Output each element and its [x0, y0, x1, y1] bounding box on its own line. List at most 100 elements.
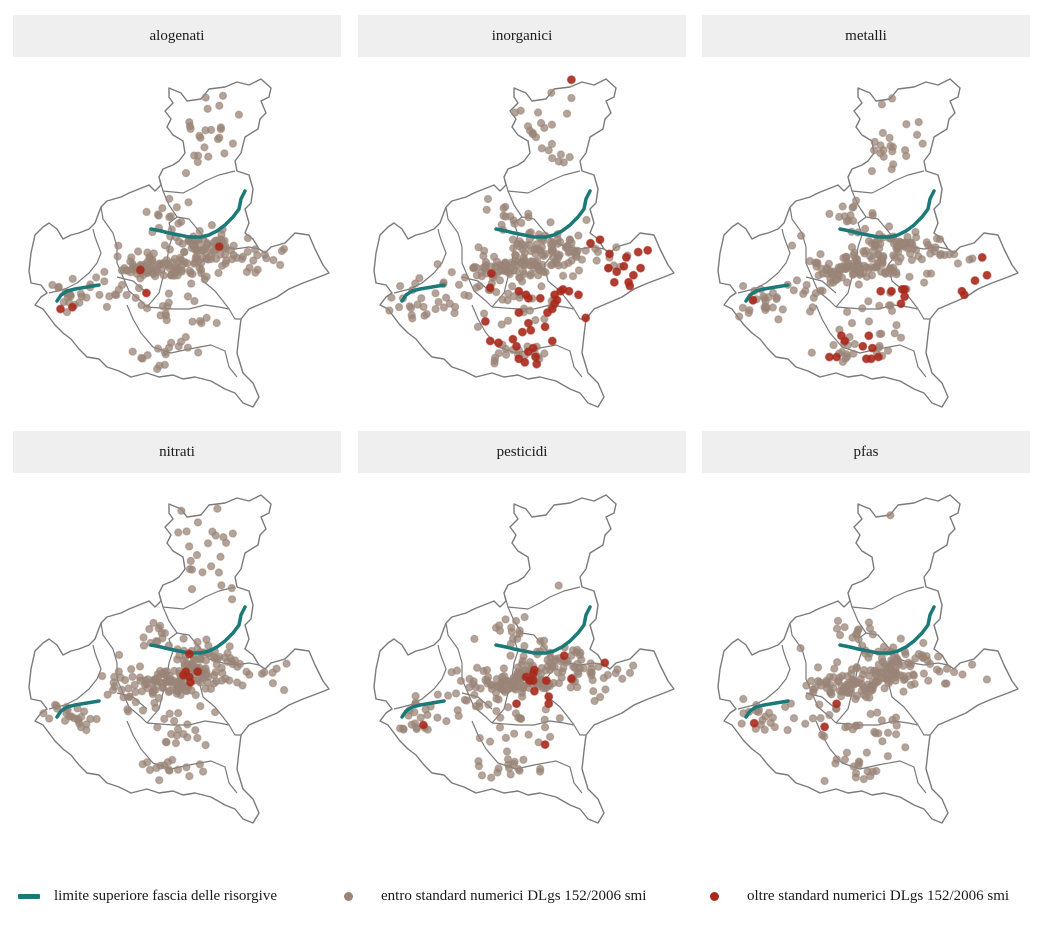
- monitoring-point-within: [204, 641, 213, 650]
- monitoring-point-within: [539, 636, 549, 645]
- monitoring-point-within: [394, 302, 404, 312]
- monitoring-point-within: [117, 280, 127, 290]
- monitoring-point-within: [592, 256, 601, 265]
- monitoring-point-within: [967, 660, 977, 669]
- risorgive-line: [55, 283, 101, 303]
- monitoring-point-beyond: [982, 270, 992, 280]
- monitoring-point-within: [772, 294, 781, 304]
- monitoring-point-within: [565, 247, 574, 256]
- monitoring-point-within: [434, 297, 443, 307]
- monitoring-point-beyond: [185, 677, 195, 687]
- monitoring-point-within: [128, 672, 137, 681]
- monitoring-point-within: [157, 628, 166, 638]
- monitoring-point-within: [760, 294, 769, 303]
- monitoring-point-beyond: [832, 699, 842, 709]
- monitoring-point-within: [855, 721, 864, 730]
- monitoring-point-within: [501, 733, 511, 743]
- monitoring-point-within: [517, 239, 526, 249]
- monitoring-point-within: [110, 682, 119, 691]
- province-boundary: [847, 176, 867, 218]
- monitoring-point-within: [875, 329, 884, 339]
- monitoring-point-within: [479, 246, 489, 255]
- monitoring-point-within: [50, 700, 60, 709]
- monitoring-point-within: [268, 678, 278, 688]
- monitoring-point-within: [173, 725, 183, 734]
- monitoring-point-within: [134, 283, 144, 293]
- monitoring-point-within: [896, 333, 906, 342]
- monitoring-point-within: [439, 303, 449, 312]
- monitoring-point-within: [968, 254, 977, 263]
- monitoring-point-within: [540, 123, 549, 133]
- monitoring-point-within: [559, 260, 569, 270]
- monitoring-point-within: [852, 662, 861, 672]
- monitoring-point-within: [174, 528, 183, 537]
- monitoring-point-within: [588, 675, 597, 685]
- monitoring-point-within: [190, 296, 199, 306]
- province-boundary: [126, 304, 238, 378]
- monitoring-point-within: [849, 202, 858, 211]
- province-boundary: [805, 276, 837, 294]
- monitoring-point-within: [226, 246, 236, 255]
- facet-strip-title: pfas: [702, 431, 1030, 473]
- monitoring-point-within: [453, 705, 462, 715]
- monitoring-point-beyond: [643, 245, 653, 255]
- monitoring-point-within: [503, 755, 513, 764]
- monitoring-point-within: [517, 692, 527, 701]
- monitoring-point-within: [553, 668, 563, 677]
- monitoring-point-within: [452, 666, 462, 675]
- monitoring-point-beyond: [585, 238, 595, 248]
- monitoring-point-within: [849, 250, 858, 260]
- monitoring-point-within: [161, 678, 170, 687]
- monitoring-point-within: [155, 621, 165, 630]
- monitoring-point-beyond: [824, 352, 834, 362]
- monitoring-point-within: [164, 289, 174, 298]
- monitoring-point-within: [172, 655, 182, 664]
- monitoring-point-within: [886, 663, 895, 672]
- monitoring-point-within: [135, 662, 145, 671]
- monitoring-point-within: [186, 279, 196, 288]
- monitoring-point-within: [510, 219, 519, 228]
- monitoring-point-within: [540, 349, 549, 358]
- monitoring-point-within: [933, 652, 943, 661]
- monitoring-point-within: [177, 506, 186, 516]
- monitoring-point-within: [203, 104, 212, 114]
- monitoring-point-within: [39, 709, 48, 718]
- province-boundary: [815, 720, 927, 794]
- monitoring-point-within: [253, 265, 262, 274]
- monitoring-point-within: [454, 280, 464, 289]
- monitoring-point-within: [102, 302, 112, 312]
- monitoring-point-within: [554, 678, 564, 688]
- monitoring-point-within: [878, 128, 888, 138]
- monitoring-point-beyond: [184, 649, 194, 659]
- monitoring-point-beyond: [600, 658, 610, 668]
- monitoring-point-within: [577, 255, 587, 264]
- monitoring-point-within: [487, 684, 497, 694]
- monitoring-point-within: [883, 728, 893, 737]
- monitoring-point-within: [166, 729, 176, 739]
- monitoring-point-within: [891, 268, 901, 277]
- monitoring-point-within: [837, 347, 847, 357]
- monitoring-point-within: [829, 340, 838, 350]
- monitoring-point-within: [562, 109, 572, 118]
- monitoring-point-within: [153, 723, 162, 732]
- monitoring-point-within: [188, 241, 198, 250]
- monitoring-point-within: [225, 676, 234, 685]
- monitoring-point-within: [892, 656, 901, 665]
- facet-pfas: pfas: [702, 431, 1030, 833]
- legend-item-risorgive: limite superiore fascia delle risorgive: [18, 878, 277, 914]
- monitoring-point-beyond: [959, 290, 969, 300]
- monitoring-point-within: [554, 252, 563, 261]
- monitoring-point-within: [958, 670, 967, 679]
- monitoring-point-within: [535, 764, 545, 774]
- monitoring-point-within: [156, 761, 165, 770]
- monitoring-point-within: [193, 157, 202, 167]
- monitoring-point-within: [778, 305, 788, 314]
- monitoring-point-within: [276, 260, 285, 270]
- monitoring-point-within: [219, 532, 228, 542]
- monitoring-point-within: [612, 243, 621, 252]
- monitoring-point-within: [524, 730, 533, 739]
- monitoring-point-within: [804, 692, 814, 701]
- monitoring-point-within: [880, 268, 890, 278]
- monitoring-point-within: [110, 672, 119, 682]
- monitoring-point-beyond: [604, 249, 614, 259]
